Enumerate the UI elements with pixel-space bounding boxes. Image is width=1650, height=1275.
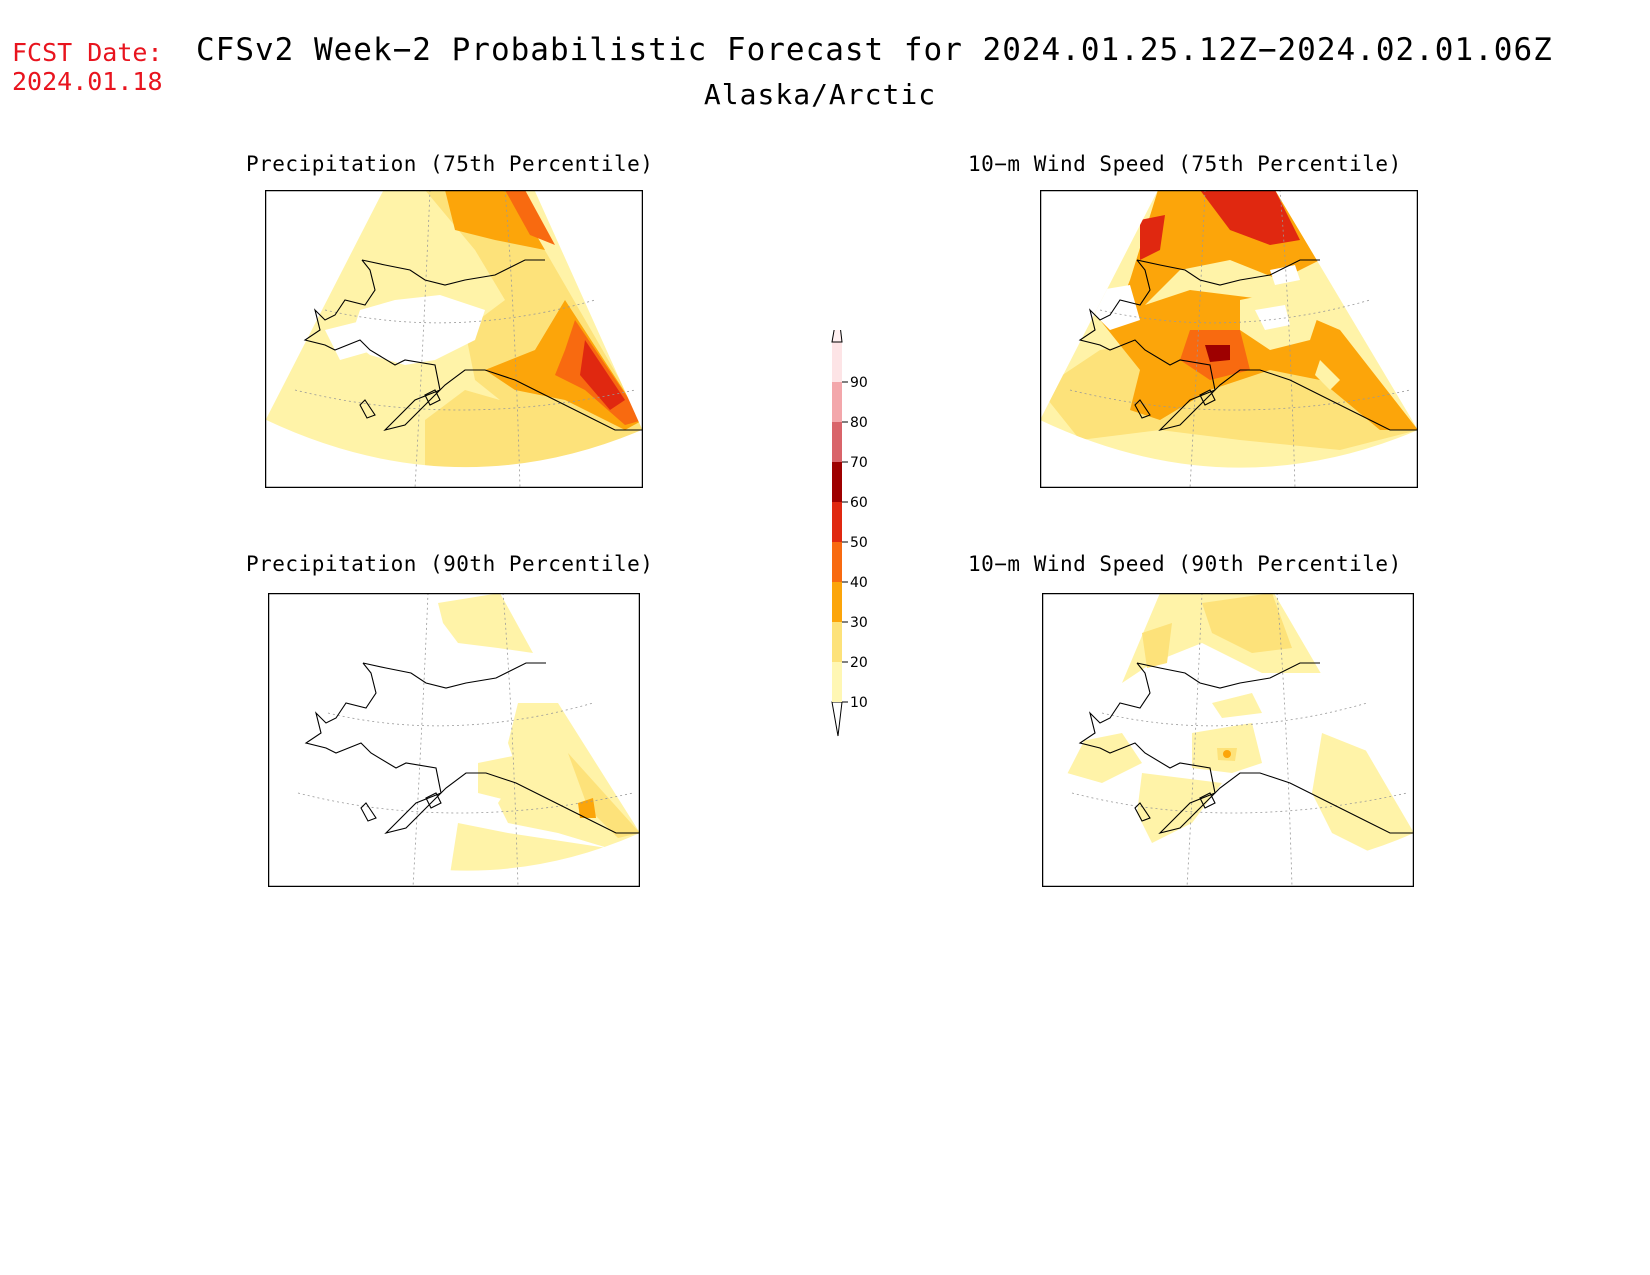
colorbar-tick-label: 70 <box>850 455 868 471</box>
panel-title-precip-90: Precipitation (90th Percentile) <box>246 552 654 576</box>
colorbar-tick-label: 10 <box>850 695 868 711</box>
panel-title-wind-90: 10−m Wind Speed (90th Percentile) <box>968 552 1402 576</box>
map-precip-75 <box>265 190 643 488</box>
colorbar-segment <box>832 382 842 422</box>
colorbar-top-cap <box>831 307 843 343</box>
colorbar-segment <box>832 462 842 502</box>
colorbar-segment <box>832 422 842 462</box>
colorbar-bottom-cap <box>831 701 843 737</box>
colorbar-segment <box>832 542 842 582</box>
map-precip-90 <box>268 593 640 887</box>
colorbar-tick-label: 60 <box>850 495 868 511</box>
map-wind-75 <box>1040 190 1418 488</box>
page-title: CFSv2 Week−2 Probabilistic Forecast for … <box>196 32 1553 68</box>
colorbar-tick-label: 50 <box>850 535 868 551</box>
forecast-date-value: 2024.01.18 <box>12 67 163 96</box>
colorbar-tick-label: 90 <box>850 375 868 391</box>
region-subtitle: Alaska/Arctic <box>703 78 937 111</box>
forecast-date-block: FCST Date: 2024.01.18 <box>12 38 163 96</box>
colorbar-tick-label: 30 <box>850 615 868 631</box>
colorbar-tick-label: 80 <box>850 415 868 431</box>
colorbar-segment <box>832 662 842 702</box>
colorbar-tick-label: 40 <box>850 575 868 591</box>
colorbar-legend: 10 20 30 40 50 60 70 80 90 <box>820 307 900 740</box>
colorbar-segment <box>832 582 842 622</box>
colorbar-tick-label: 20 <box>850 655 868 671</box>
panel-title-precip-75: Precipitation (75th Percentile) <box>246 152 654 176</box>
map-panel-precip-90 <box>268 593 640 887</box>
map-panel-precip-75 <box>265 190 643 488</box>
colorbar-segment <box>832 342 842 382</box>
colorbar-svg: 10 20 30 40 50 60 70 80 90 <box>831 307 868 737</box>
colorbar-segment <box>832 502 842 542</box>
map-wind-90 <box>1042 593 1414 887</box>
forecast-date-label: FCST Date: <box>12 38 163 67</box>
colorbar-segment <box>832 622 842 662</box>
map-panel-wind-90 <box>1042 593 1414 887</box>
map-panel-wind-75 <box>1040 190 1418 488</box>
panel-title-wind-75: 10−m Wind Speed (75th Percentile) <box>968 152 1402 176</box>
